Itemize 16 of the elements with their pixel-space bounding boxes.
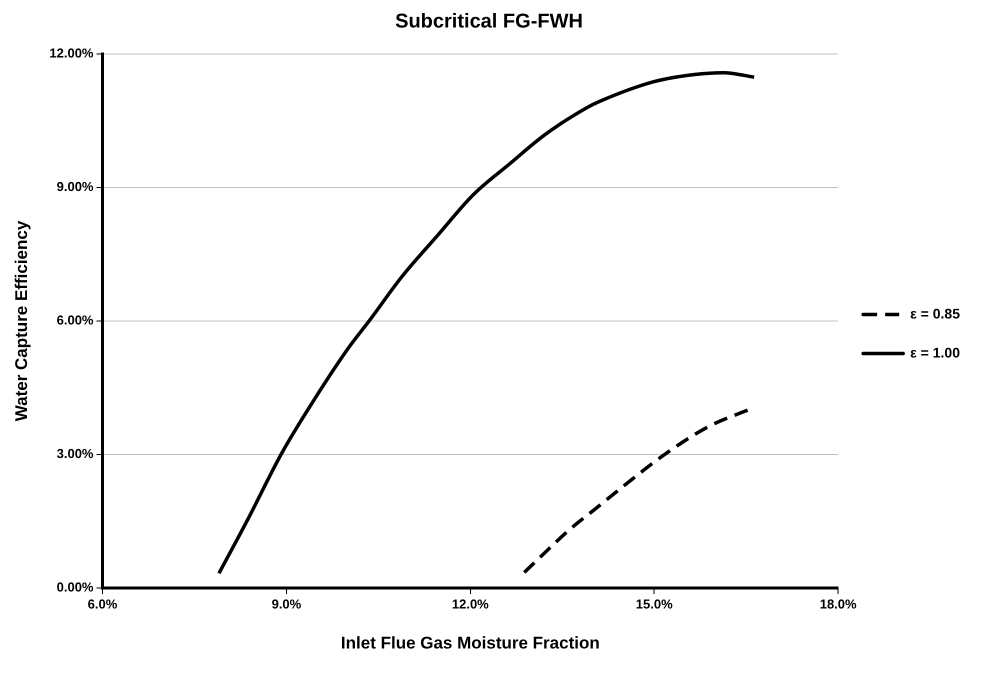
x-tick-label: 15.0% bbox=[636, 596, 674, 612]
x-tick-label: 6.0% bbox=[88, 596, 118, 612]
y-tick-label: 12.00% bbox=[49, 46, 94, 61]
x-tick-label: 12.0% bbox=[452, 596, 490, 612]
y-tick-label: 6.00% bbox=[56, 312, 94, 328]
x-axis-title: Inlet Flue Gas Moisture Fraction bbox=[340, 633, 600, 652]
legend-label: ε = 1.00 bbox=[910, 344, 960, 360]
y-tick-label: 9.00% bbox=[56, 179, 94, 194]
chart-title: Subcritical FG-FWH bbox=[395, 10, 583, 33]
y-tick-label: 3.00% bbox=[56, 446, 94, 462]
line-series bbox=[217, 70, 756, 576]
x-tick-label: 18.0% bbox=[820, 596, 858, 612]
legend-label: ε = 0.85 bbox=[910, 305, 960, 322]
y-axis-title: Water Capture Efficiency bbox=[12, 220, 31, 422]
y-tick-label: 0.00% bbox=[56, 580, 94, 595]
x-tick-label: 9.0% bbox=[272, 596, 302, 612]
